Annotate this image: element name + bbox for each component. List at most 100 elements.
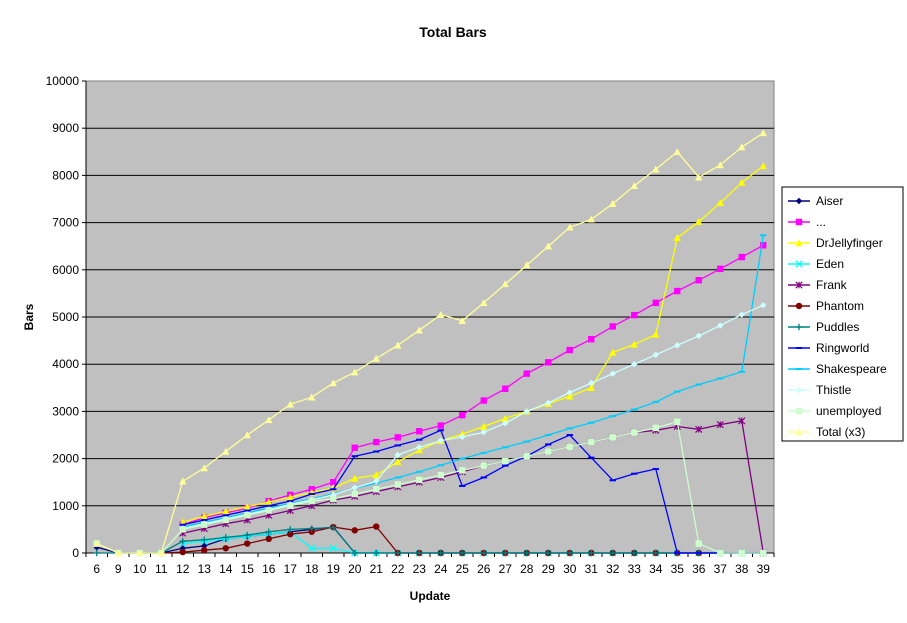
data-point [373, 478, 380, 485]
legend-label: Thistle [816, 383, 852, 397]
data-point [243, 503, 251, 510]
data-point [201, 536, 208, 543]
legend-marker [795, 197, 803, 205]
data-point [200, 464, 208, 472]
data-point [179, 526, 186, 533]
series-line [182, 420, 764, 554]
data-point [179, 545, 186, 552]
series-lines [93, 129, 767, 557]
data-point [351, 444, 358, 451]
series-line [182, 304, 764, 530]
series-11 [93, 129, 767, 557]
data-point [157, 549, 165, 557]
legend-item: Frank [788, 278, 848, 292]
data-point [222, 507, 230, 515]
data-point [480, 428, 487, 436]
data-point [544, 242, 552, 250]
data-point [587, 384, 595, 391]
x-tick-label: 31 [585, 562, 599, 576]
data-point [114, 549, 122, 557]
data-point [588, 438, 595, 446]
x-tick-label: 16 [262, 562, 276, 576]
data-point [93, 539, 101, 547]
y-tick-label: 7000 [52, 216, 79, 230]
legend-item: Thistle [788, 383, 852, 397]
data-point [201, 542, 208, 550]
legend-marker [795, 239, 803, 247]
data-point [738, 253, 745, 261]
data-point [222, 545, 229, 552]
legend-item: Shakespeare [788, 362, 887, 376]
data-point [458, 317, 466, 324]
data-point [200, 512, 208, 520]
data-point [437, 437, 444, 444]
data-point [351, 527, 358, 534]
series-line [182, 235, 764, 528]
legend-marker [795, 428, 803, 436]
data-point [394, 434, 401, 441]
x-tick-label: 25 [456, 562, 470, 576]
data-point [545, 448, 552, 455]
x-tick-label: 34 [649, 562, 663, 576]
x-tick-label: 15 [241, 562, 255, 576]
legend-marker [795, 218, 803, 226]
x-tick-label: 28 [520, 562, 534, 576]
data-point [738, 549, 745, 557]
y-tick-label: 1000 [52, 499, 79, 513]
data-point [308, 528, 315, 535]
series-line [96, 420, 764, 554]
data-point [416, 444, 423, 451]
data-point [523, 453, 530, 460]
data-point [609, 200, 617, 207]
data-point [609, 434, 616, 441]
x-tick-label: 29 [542, 562, 556, 576]
data-point [416, 549, 423, 557]
x-tick-label: 19 [327, 562, 341, 576]
y-tick-label: 0 [72, 546, 79, 560]
data-point [523, 408, 530, 415]
y-tick-label: 10000 [46, 74, 80, 88]
data-point [502, 420, 509, 427]
legend-item: ... [788, 215, 826, 229]
data-point [738, 417, 746, 425]
data-point [545, 399, 552, 407]
data-point [287, 502, 294, 509]
data-point [695, 332, 702, 340]
data-point [459, 411, 466, 419]
data-point [566, 392, 574, 400]
data-point [630, 182, 638, 189]
legend-box [781, 186, 904, 442]
x-tick-label: 17 [284, 562, 298, 576]
data-point [330, 479, 337, 486]
y-tick-label: 2000 [52, 452, 79, 466]
x-tick-label: 9 [115, 562, 122, 576]
data-point [351, 490, 358, 498]
data-point [179, 477, 187, 485]
y-axis-title: Bars [22, 303, 36, 330]
data-point [459, 433, 466, 441]
data-point [716, 161, 724, 169]
data-point [222, 516, 229, 524]
data-point [480, 549, 487, 557]
legend-item: Ringworld [788, 341, 869, 355]
data-point [760, 549, 767, 557]
data-point [394, 451, 401, 459]
data-point [695, 217, 703, 225]
x-tick-label: 6 [93, 562, 100, 576]
series-2 [179, 162, 767, 526]
x-tick-label: 38 [735, 562, 749, 576]
x-tick-label: 26 [477, 562, 491, 576]
y-tick-label: 3000 [52, 404, 79, 418]
x-axis: 6 9 10 11 12 13 14 15 16 17 18 19 20 21 22 23 24 25 26 27 28… [85, 552, 775, 576]
data-point [329, 379, 337, 387]
data-point [673, 234, 681, 241]
data-point [760, 302, 767, 309]
legend-item: Total (x3) [788, 425, 865, 439]
data-point [93, 544, 100, 551]
data-point [372, 471, 380, 479]
data-point [501, 280, 509, 288]
x-tick-label: 14 [219, 562, 233, 576]
data-point [394, 549, 401, 557]
x-tick-label: 39 [757, 562, 771, 576]
